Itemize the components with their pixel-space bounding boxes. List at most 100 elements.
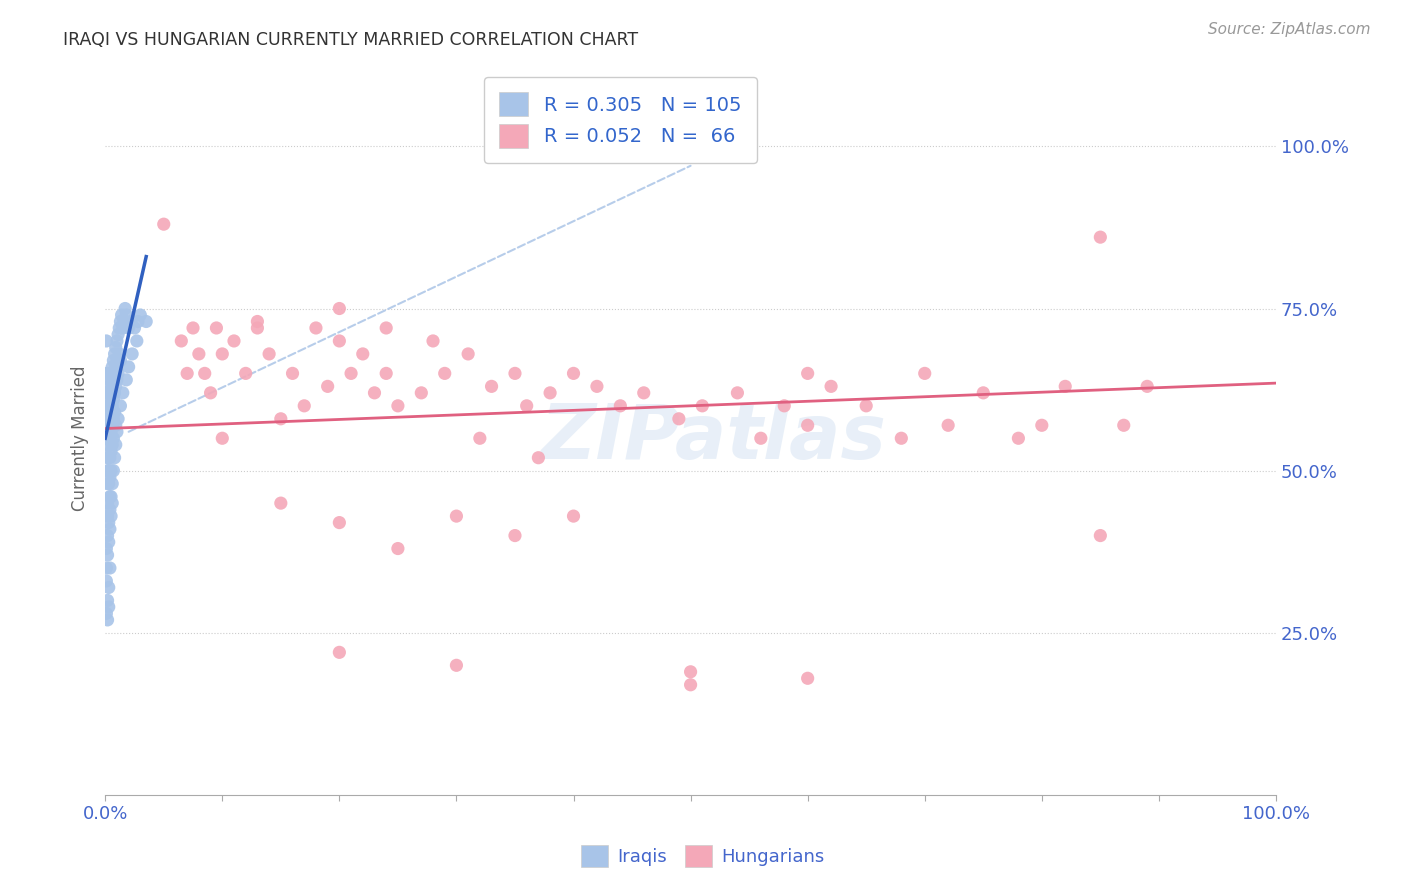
Point xyxy=(340,367,363,381)
Point xyxy=(96,561,118,575)
Point xyxy=(110,399,132,413)
Point xyxy=(129,308,152,322)
Point xyxy=(503,528,526,542)
Point xyxy=(1054,379,1077,393)
Point xyxy=(98,561,121,575)
Point xyxy=(98,431,121,445)
Point xyxy=(246,321,269,335)
Point xyxy=(98,522,121,536)
Point xyxy=(305,321,328,335)
Point xyxy=(103,412,125,426)
Point xyxy=(328,334,350,348)
Point xyxy=(972,385,994,400)
Point xyxy=(115,308,138,322)
Point xyxy=(235,367,257,381)
Point xyxy=(125,334,148,348)
Point xyxy=(111,385,134,400)
Point xyxy=(100,425,122,439)
Point xyxy=(446,658,468,673)
Point xyxy=(103,450,125,465)
Point xyxy=(1090,528,1112,542)
Point xyxy=(170,334,193,348)
Point xyxy=(679,665,702,679)
Point xyxy=(538,385,561,400)
Point xyxy=(98,450,121,465)
Point xyxy=(387,399,409,413)
Point xyxy=(211,347,233,361)
Point xyxy=(375,367,398,381)
Point xyxy=(633,385,655,400)
Point xyxy=(104,438,127,452)
Point xyxy=(181,321,204,335)
Point xyxy=(97,516,120,530)
Point xyxy=(96,548,118,562)
Point xyxy=(1136,379,1159,393)
Point xyxy=(257,347,280,361)
Point xyxy=(103,405,125,419)
Point xyxy=(100,385,122,400)
Point xyxy=(100,464,122,478)
Point xyxy=(205,321,228,335)
Point xyxy=(103,385,125,400)
Point xyxy=(96,399,118,413)
Point xyxy=(98,502,121,516)
Point xyxy=(103,373,125,387)
Point xyxy=(725,385,748,400)
Point xyxy=(152,217,174,231)
Point xyxy=(176,367,198,381)
Point xyxy=(101,496,124,510)
Point xyxy=(457,347,479,361)
Point xyxy=(96,418,118,433)
Point xyxy=(422,334,444,348)
Point xyxy=(97,412,120,426)
Point xyxy=(97,399,120,413)
Point xyxy=(796,671,818,685)
Point xyxy=(411,385,433,400)
Point xyxy=(96,509,118,524)
Point xyxy=(194,367,217,381)
Point xyxy=(270,496,292,510)
Point xyxy=(97,450,120,465)
Point xyxy=(96,607,118,621)
Point xyxy=(110,314,132,328)
Point xyxy=(135,314,157,328)
Point xyxy=(101,379,124,393)
Point xyxy=(101,418,124,433)
Point xyxy=(104,418,127,433)
Point xyxy=(1031,418,1053,433)
Point xyxy=(100,444,122,458)
Point xyxy=(200,385,222,400)
Point xyxy=(586,379,609,393)
Point xyxy=(796,418,818,433)
Point xyxy=(96,496,118,510)
Point xyxy=(281,367,304,381)
Legend: Iraqis, Hungarians: Iraqis, Hungarians xyxy=(574,838,832,874)
Point xyxy=(117,359,139,374)
Point xyxy=(749,431,772,445)
Point xyxy=(97,464,120,478)
Point xyxy=(101,438,124,452)
Point xyxy=(127,314,149,328)
Point xyxy=(105,373,128,387)
Point xyxy=(516,399,538,413)
Point xyxy=(96,476,118,491)
Point xyxy=(96,528,118,542)
Point xyxy=(103,431,125,445)
Point xyxy=(316,379,339,393)
Point xyxy=(292,399,315,413)
Point xyxy=(433,367,456,381)
Legend: R = 0.305   N = 105, R = 0.052   N =  66: R = 0.305 N = 105, R = 0.052 N = 66 xyxy=(484,77,756,163)
Point xyxy=(96,464,118,478)
Point xyxy=(100,490,122,504)
Point xyxy=(117,321,139,335)
Point xyxy=(101,399,124,413)
Point xyxy=(481,379,503,393)
Point xyxy=(890,431,912,445)
Point xyxy=(100,509,122,524)
Point xyxy=(562,367,585,381)
Point xyxy=(105,334,128,348)
Point xyxy=(328,645,350,659)
Point xyxy=(98,490,121,504)
Point xyxy=(103,367,125,381)
Point xyxy=(110,308,132,322)
